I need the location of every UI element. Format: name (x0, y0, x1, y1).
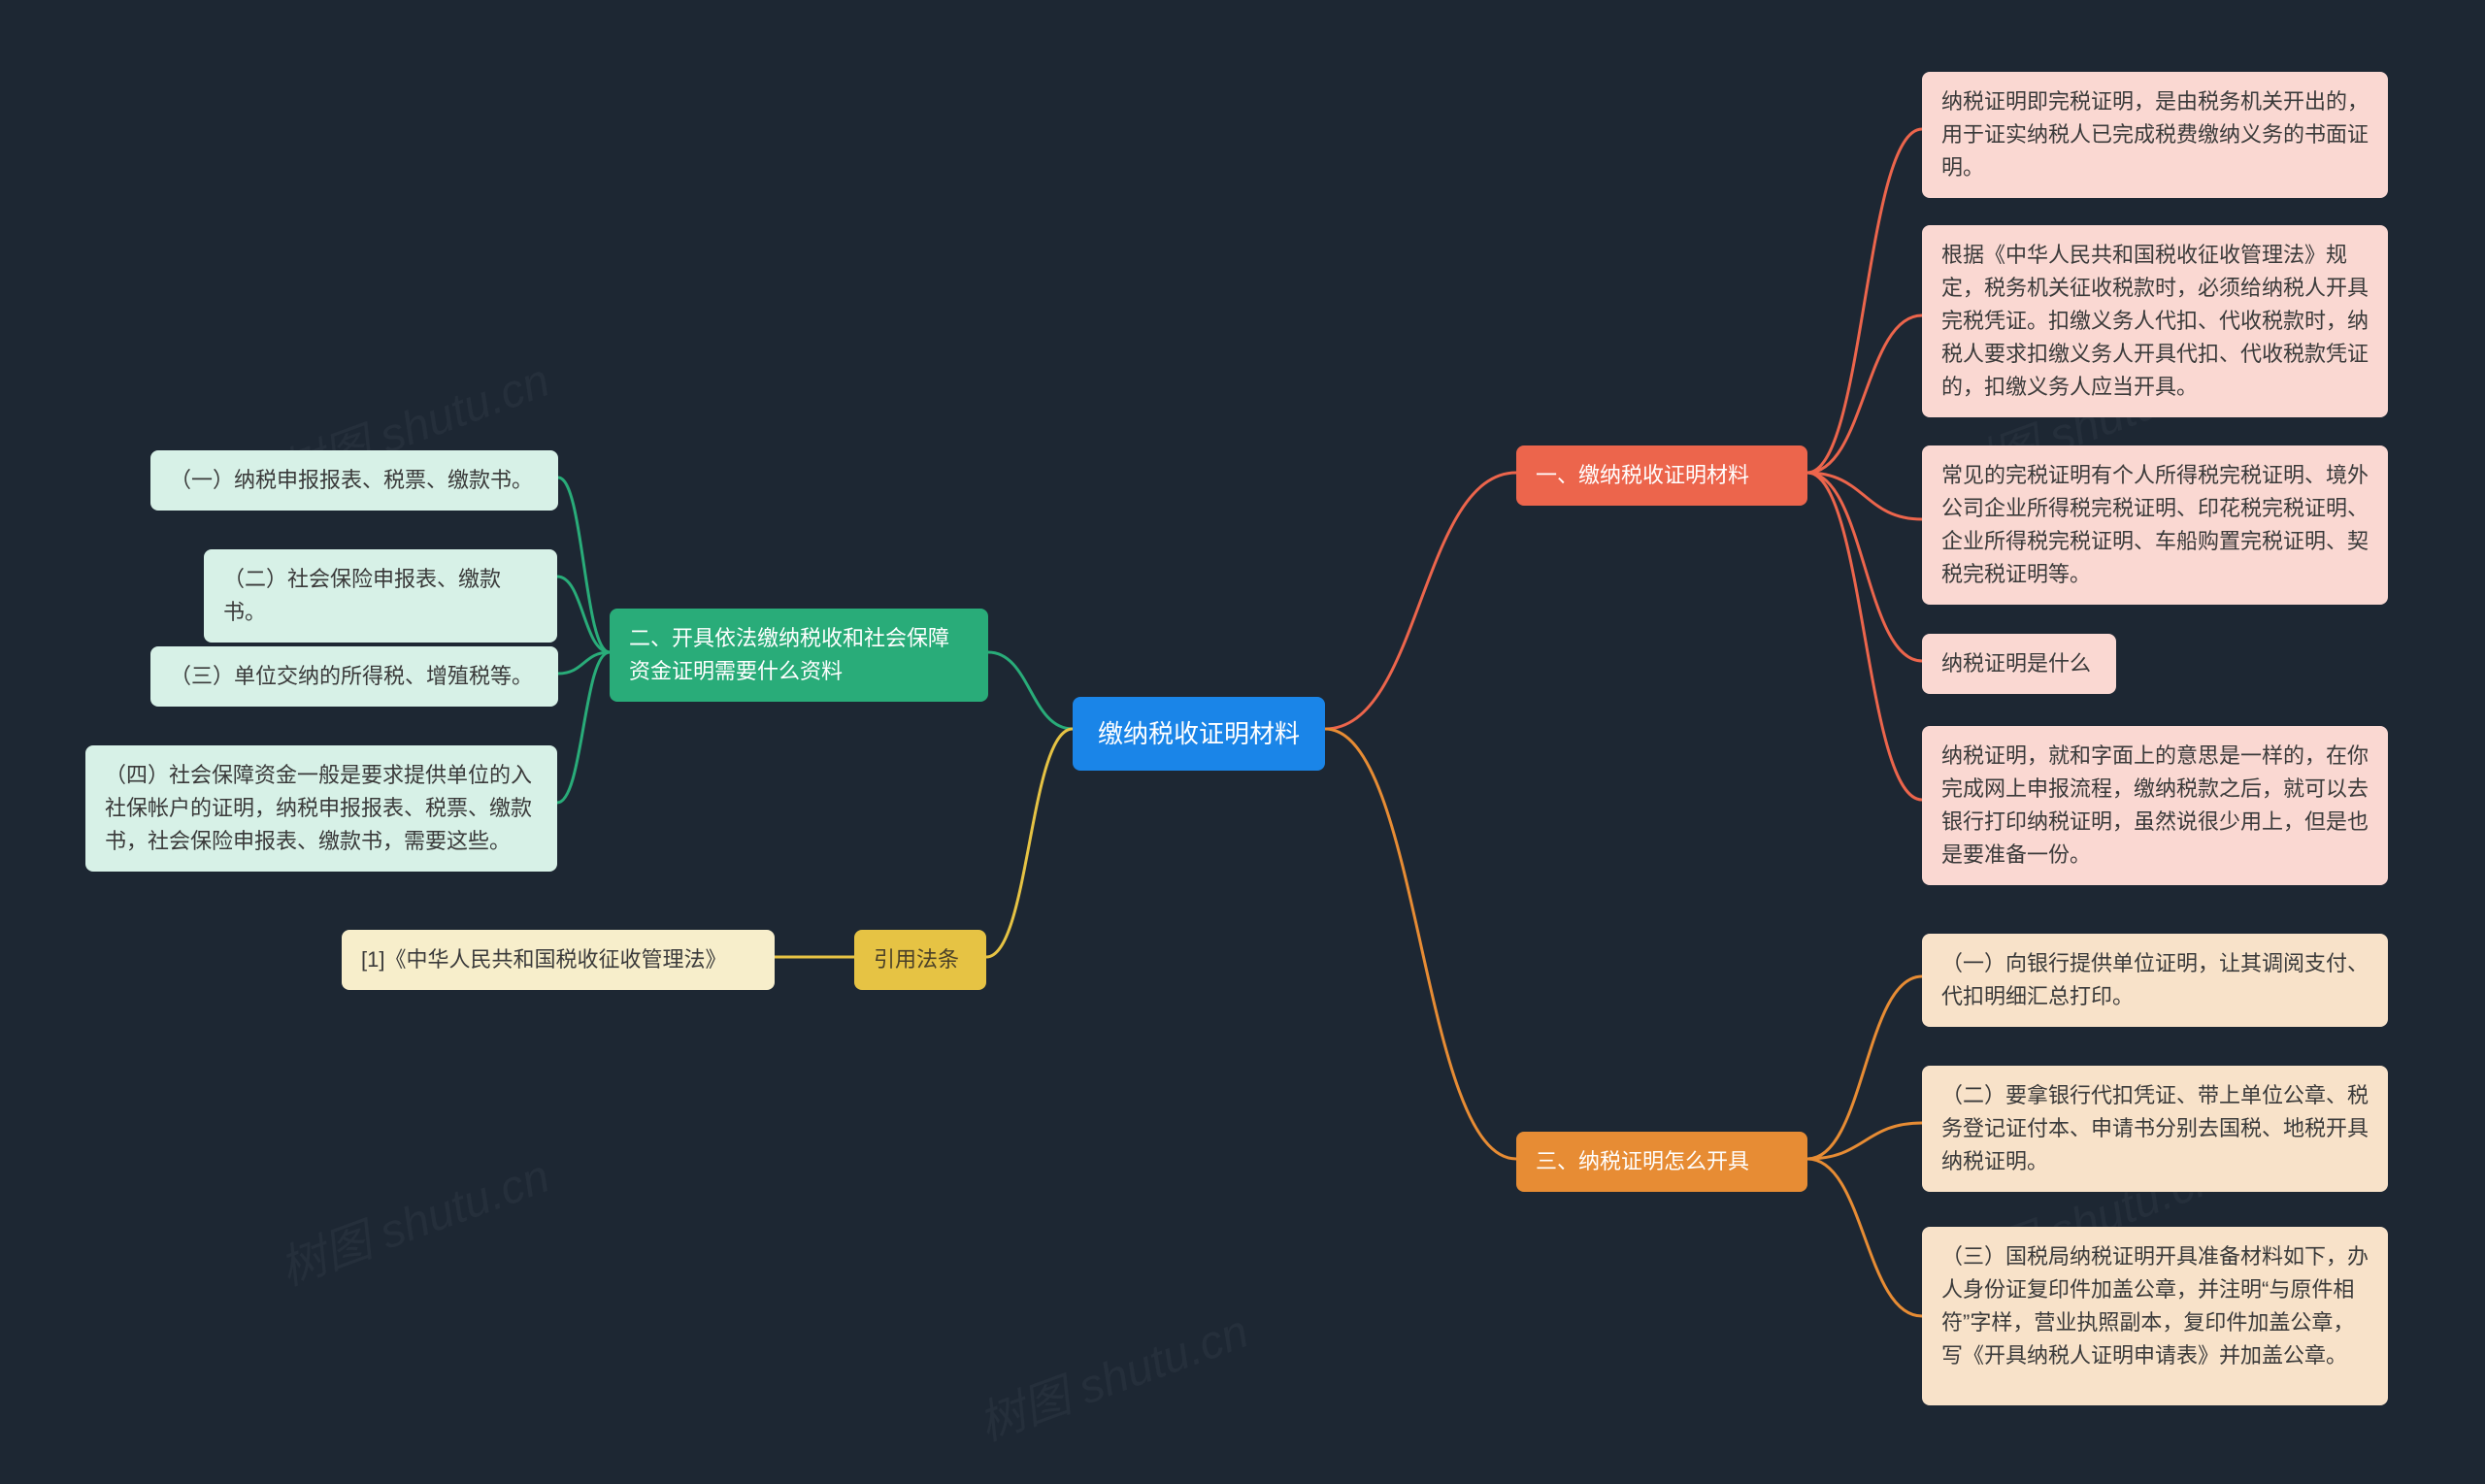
root-node[interactable]: 缴纳税收证明材料 (1073, 697, 1325, 771)
watermark: 树图 shutu.cn (968, 1293, 1256, 1453)
leaf-node[interactable]: （二）社会保险申报表、缴款书。 (204, 549, 557, 643)
leaf-node[interactable]: 纳税证明即完税证明，是由税务机关开出的，用于证实纳税人已完成税费缴纳义务的书面证… (1922, 72, 2388, 198)
leaf-node[interactable]: 常见的完税证明有个人所得税完税证明、境外公司企业所得税完税证明、印花税完税证明、… (1922, 445, 2388, 605)
branch-how-to-issue[interactable]: 三、纳税证明怎么开具 (1516, 1132, 1807, 1192)
leaf-node[interactable]: [1]《中华人民共和国税收征收管理法》 (342, 930, 775, 990)
leaf-node[interactable]: （三）单位交纳的所得税、增殖税等。 (150, 646, 558, 707)
watermark: 树图 shutu.cn (269, 1138, 557, 1298)
leaf-node[interactable]: 纳税证明是什么 (1922, 634, 2116, 694)
branch-materials[interactable]: 一、缴纳税收证明材料 (1516, 445, 1807, 506)
leaf-node[interactable]: （四）社会保障资金一般是要求提供单位的入社保帐户的证明，纳税申报报表、税票、缴款… (85, 745, 557, 872)
leaf-node[interactable]: （三）国税局纳税证明开具准备材料如下，办人身份证复印件加盖公章，并注明“与原件相… (1922, 1227, 2388, 1405)
branch-required-docs[interactable]: 二、开具依法缴纳税收和社会保障资金证明需要什么资料 (610, 609, 988, 702)
mindmap-canvas: 树图 shutu.cn 树图 shutu.cn 树图 shutu.cn 树图 s… (0, 0, 2485, 1484)
branch-citation[interactable]: 引用法条 (854, 930, 986, 990)
leaf-node[interactable]: （一）纳税申报报表、税票、缴款书。 (150, 450, 558, 511)
leaf-node[interactable]: （一）向银行提供单位证明，让其调阅支付、代扣明细汇总打印。 (1922, 934, 2388, 1027)
leaf-node[interactable]: （二）要拿银行代扣凭证、带上单位公章、税务登记证付本、申请书分别去国税、地税开具… (1922, 1066, 2388, 1192)
leaf-node[interactable]: 根据《中华人民共和国税收征收管理法》规定，税务机关征收税款时，必须给纳税人开具完… (1922, 225, 2388, 417)
leaf-node[interactable]: 纳税证明，就和字面上的意思是一样的，在你完成网上申报流程，缴纳税款之后，就可以去… (1922, 726, 2388, 885)
